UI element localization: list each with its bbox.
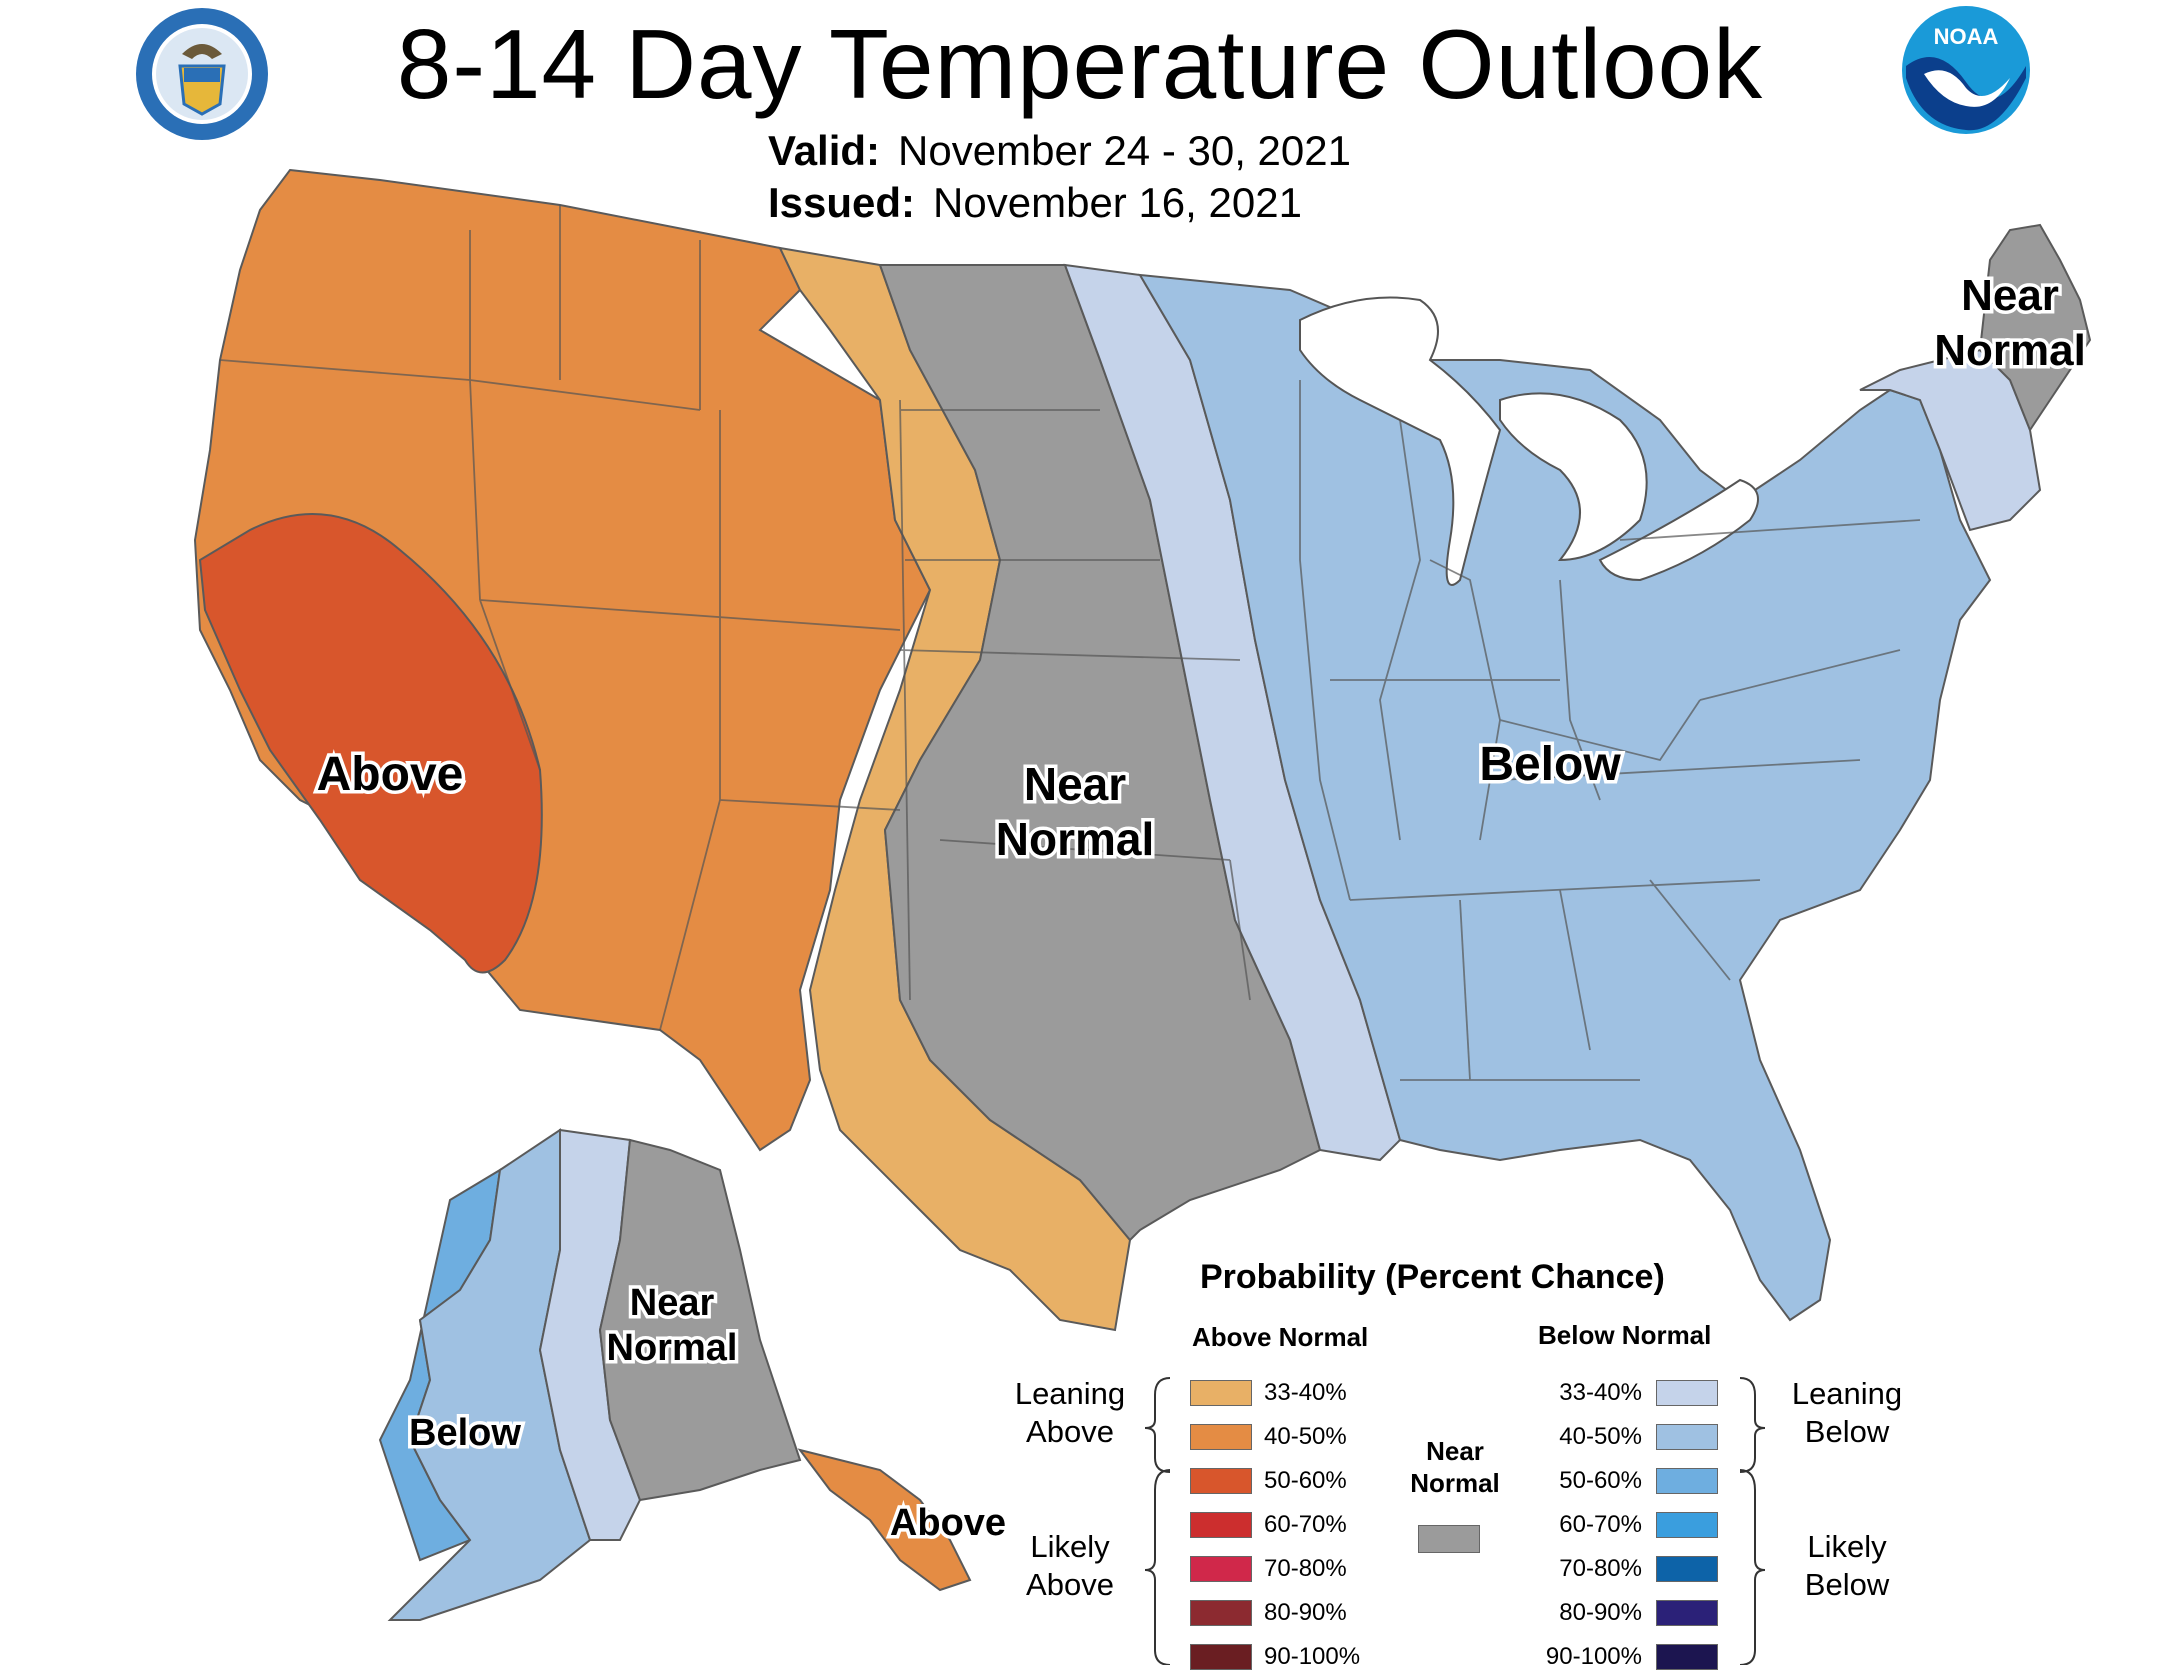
legend-above-row: 90-100% [1190, 1642, 1360, 1672]
legend-leaning-below-2: Below [1804, 1414, 1890, 1449]
legend-leaning-above-2: Above [1026, 1414, 1114, 1449]
issued-label: Issued: [768, 179, 916, 226]
legend-below-row: 33-40% [1540, 1378, 1718, 1408]
legend-below-label: 40-50% [1559, 1423, 1642, 1450]
region-below-33-40-northeast [1859, 348, 2042, 532]
legend-leaning-above-1: Leaning [1014, 1376, 1126, 1411]
legend-below-row: 80-90% [1540, 1598, 1718, 1628]
legend-near-swatch [1418, 1525, 1480, 1553]
noaa-logo-text: NOAA [1934, 24, 1999, 49]
legend-above-swatch [1190, 1380, 1252, 1406]
commerce-seal-icon [136, 8, 268, 140]
legend-above-label: 90-100% [1264, 1643, 1361, 1670]
issued-line: Issued: November 16, 2021 [768, 177, 1351, 229]
legend-leaning-above: Leaning Above [1000, 1375, 1140, 1451]
label-above-west: Above [317, 748, 464, 801]
valid-label: Valid: [768, 127, 881, 174]
legend-above-swatch [1190, 1424, 1252, 1450]
legend-near-normal: Near Normal [1400, 1435, 1510, 1499]
legend-above-label: 40-50% [1264, 1423, 1347, 1450]
label-alaska-below: Below [409, 1412, 521, 1454]
legend-likely-below-1: Likely [1807, 1529, 1887, 1564]
legend-above-swatch [1190, 1556, 1252, 1582]
label-alaska-near-2: Normal [607, 1327, 738, 1369]
legend-leaning-below-1: Leaning [1791, 1376, 1903, 1411]
legend-above-swatch [1190, 1512, 1252, 1538]
legend-likely-above-2: Above [1026, 1567, 1114, 1602]
valid-value: November 24 - 30, 2021 [898, 127, 1351, 174]
legend-title: Probability (Percent Chance) [1200, 1258, 1665, 1296]
legend-above-row: 70-80% [1190, 1554, 1347, 1584]
legend-below-label: 80-90% [1559, 1599, 1642, 1626]
legend-below-row: 70-80% [1540, 1554, 1718, 1584]
legend-above-row: 60-70% [1190, 1510, 1347, 1540]
legend-below-swatch [1656, 1468, 1718, 1494]
label-below-east: Below [1479, 738, 1621, 791]
legend-below-swatch [1656, 1512, 1718, 1538]
legend-likely-below-2: Below [1804, 1567, 1890, 1602]
legend-above-header: Above Normal [1192, 1322, 1369, 1352]
legend-above-label: 60-70% [1264, 1511, 1347, 1538]
legend-above-label: 70-80% [1264, 1555, 1347, 1582]
legend-brackets [1144, 1377, 1766, 1665]
great-lakes [1299, 296, 1759, 586]
region-alaska-near-normal [598, 1138, 802, 1502]
label-near-plains-1: Near [1024, 758, 1126, 810]
legend-below-swatch [1656, 1600, 1718, 1626]
legend-above-label: 33-40% [1264, 1379, 1347, 1406]
issued-value: November 16, 2021 [933, 179, 1302, 226]
legend-near-1: Near [1426, 1436, 1484, 1466]
legend-above-swatch [1190, 1644, 1252, 1670]
legend-above-label: 50-60% [1264, 1467, 1347, 1494]
label-alaska-above: Above [890, 1502, 1006, 1544]
noaa-logo-icon: NOAA [1902, 6, 2030, 134]
region-alaska-above-panhandle [797, 1448, 972, 1592]
legend-above-row: 80-90% [1190, 1598, 1347, 1628]
legend-below-row: 60-70% [1540, 1510, 1718, 1540]
legend-above-label: 80-90% [1264, 1599, 1347, 1626]
legend-likely-above: Likely Above [1000, 1528, 1140, 1604]
label-near-ne-1: Near [1961, 271, 2059, 320]
label-near-plains-2: Normal [996, 813, 1154, 865]
legend-above-swatch [1190, 1468, 1252, 1494]
legend-below-row: 50-60% [1540, 1466, 1718, 1496]
legend-below-label: 33-40% [1559, 1379, 1642, 1406]
legend-above-swatch [1190, 1600, 1252, 1626]
legend-likely-above-1: Likely [1030, 1529, 1110, 1564]
legend-below-swatch [1656, 1424, 1718, 1450]
legend-below-label: 90-100% [1545, 1643, 1642, 1670]
label-alaska-near-1: Near [630, 1282, 715, 1324]
page-title: 8-14 Day Temperature Outlook [396, 9, 1764, 119]
label-near-ne-2: Normal [1934, 326, 2086, 375]
legend-below-label: 60-70% [1559, 1511, 1642, 1538]
legend-below-label: 70-80% [1559, 1555, 1642, 1582]
legend-below-swatch [1656, 1556, 1718, 1582]
legend-above-row: 33-40% [1190, 1378, 1347, 1408]
legend-leaning-below: Leaning Below [1772, 1375, 1922, 1451]
valid-line: Valid: November 24 - 30, 2021 [768, 125, 1351, 177]
region-above-40-50-west [193, 168, 932, 1152]
region-below-40-50-east [1138, 273, 1992, 1322]
legend-below-header: Below Normal [1538, 1320, 1712, 1350]
date-info: Valid: November 24 - 30, 2021 Issued: Nove… [768, 125, 1351, 229]
legend-above-row: 40-50% [1190, 1422, 1347, 1452]
legend-above-row: 50-60% [1190, 1466, 1347, 1496]
state-boundaries [219, 205, 1921, 1081]
legend-below-row: 40-50% [1540, 1422, 1718, 1452]
legend-below-swatch [1656, 1644, 1718, 1670]
legend-near-2: Normal [1410, 1468, 1500, 1498]
legend-below-swatch [1656, 1380, 1718, 1406]
legend-likely-below: Likely Below [1772, 1528, 1922, 1604]
legend-below-row: 90-100% [1540, 1642, 1718, 1672]
legend-below-label: 50-60% [1559, 1467, 1642, 1494]
region-near-normal-maine [1978, 223, 2092, 433]
